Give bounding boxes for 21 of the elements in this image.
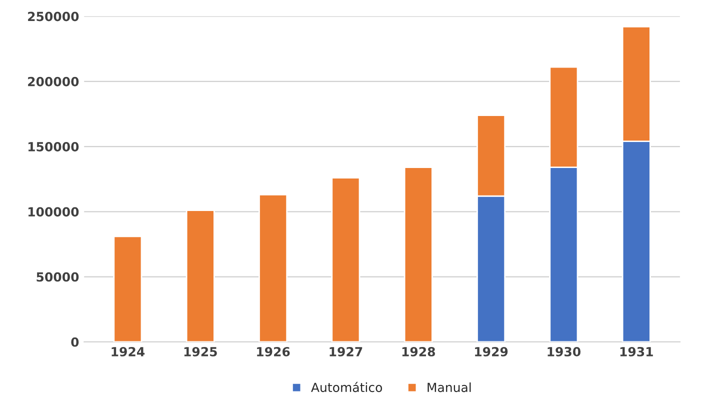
bar [113,236,142,342]
bar [186,210,215,342]
bar [404,166,433,342]
legend-label: Automático [311,382,382,392]
x-tick-label: 1926 [257,346,290,356]
y-tick-label: 150000 [28,142,79,152]
y-tick-label: 50000 [36,272,79,282]
y-tick-label: 250000 [28,12,79,22]
y-tick-label: 200000 [28,76,79,86]
y-tick-label: 0 [71,337,79,347]
x-tick-label: 1928 [402,346,435,356]
bar [258,194,288,342]
x-tick-label: 1931 [620,346,653,356]
legend-label: Manual [428,382,471,392]
x-tick-label: 1924 [112,346,145,356]
bar [331,177,360,342]
x-tick-label: 1927 [330,346,362,356]
x-tick-label: 1925 [184,346,217,356]
x-tick-label: 1930 [548,346,581,356]
x-tick-label: 1929 [475,346,508,356]
y-tick-label: 100000 [28,207,79,217]
